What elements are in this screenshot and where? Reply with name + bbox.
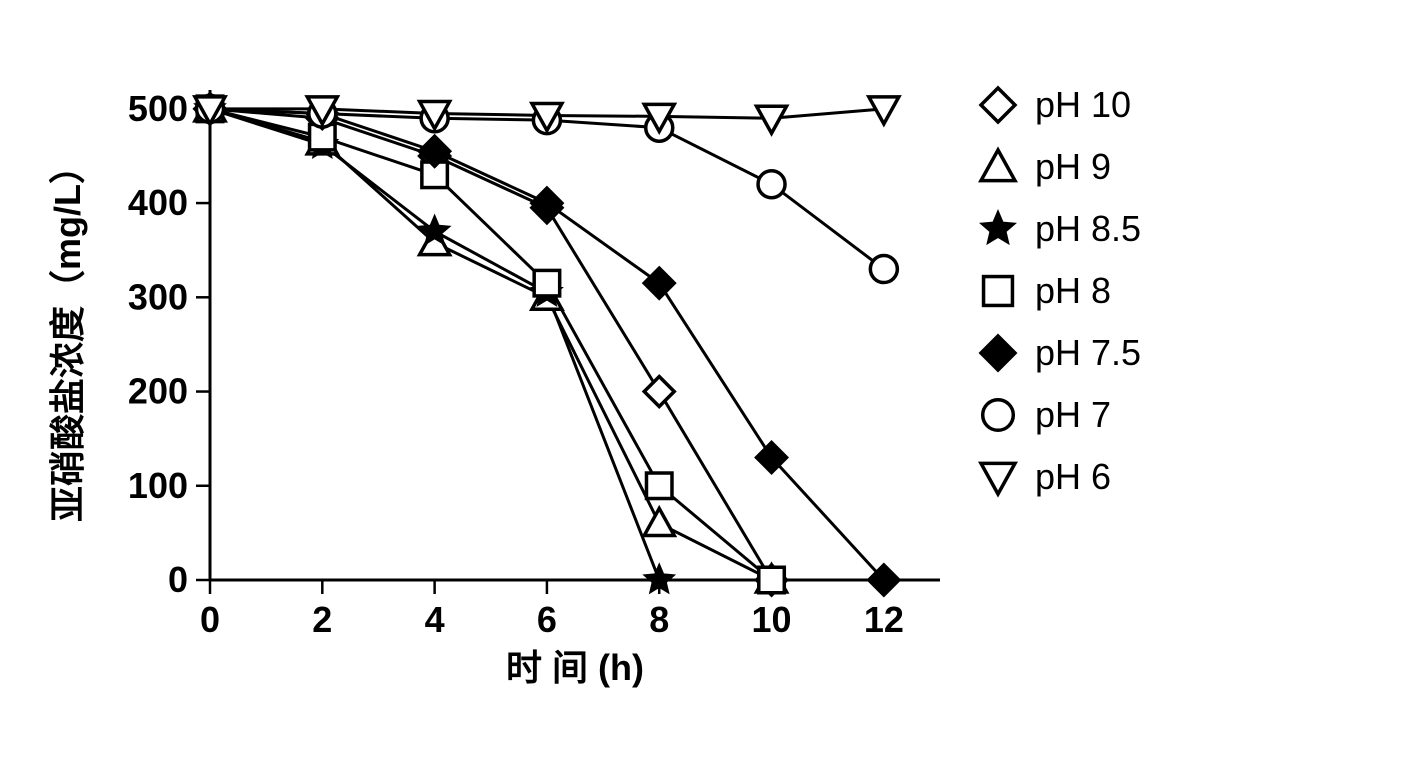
svg-text:pH 7: pH 7 — [1035, 394, 1111, 435]
svg-text:pH 6: pH 6 — [1035, 456, 1111, 497]
legend-item: pH 8.5 — [980, 208, 1141, 249]
svg-text:pH 8: pH 8 — [1035, 270, 1111, 311]
svg-text:8: 8 — [649, 599, 669, 640]
nitrite-chart: 0 2 4 6 8 10 12 0 100 200 300 400 500 时 间 (h) 亚硝酸盐浓度（m… — [20, 20, 1408, 738]
svg-text:10: 10 — [752, 599, 792, 640]
svg-text:400: 400 — [128, 182, 188, 223]
series-pH-7.5 — [195, 94, 899, 595]
svg-text:亚硝酸盐浓度（mg/L）: 亚硝酸盐浓度（mg/L） — [47, 148, 88, 522]
legend-item: pH 7.5 — [981, 332, 1141, 373]
svg-text:100: 100 — [128, 465, 188, 506]
svg-text:6: 6 — [537, 599, 557, 640]
svg-text:时 间 (h): 时 间 (h) — [506, 647, 644, 688]
legend-item: pH 9 — [981, 146, 1111, 187]
chart-container: 0 2 4 6 8 10 12 0 100 200 300 400 500 时 间 (h) 亚硝酸盐浓度（m… — [20, 20, 1408, 738]
svg-text:0: 0 — [168, 559, 188, 600]
svg-text:pH 8.5: pH 8.5 — [1035, 208, 1141, 249]
svg-text:2: 2 — [312, 599, 332, 640]
legend-item: pH 8 — [984, 270, 1111, 311]
svg-text:pH 9: pH 9 — [1035, 146, 1111, 187]
legend-item: pH 7 — [983, 394, 1111, 435]
svg-text:pH 10: pH 10 — [1035, 84, 1131, 125]
legend-item: pH 10 — [981, 84, 1131, 125]
svg-text:500: 500 — [128, 88, 188, 129]
svg-text:300: 300 — [128, 276, 188, 317]
svg-text:0: 0 — [200, 599, 220, 640]
legend-item: pH 6 — [981, 456, 1111, 497]
svg-text:12: 12 — [864, 599, 904, 640]
svg-text:pH 7.5: pH 7.5 — [1035, 332, 1141, 373]
svg-text:4: 4 — [425, 599, 445, 640]
svg-text:200: 200 — [128, 371, 188, 412]
